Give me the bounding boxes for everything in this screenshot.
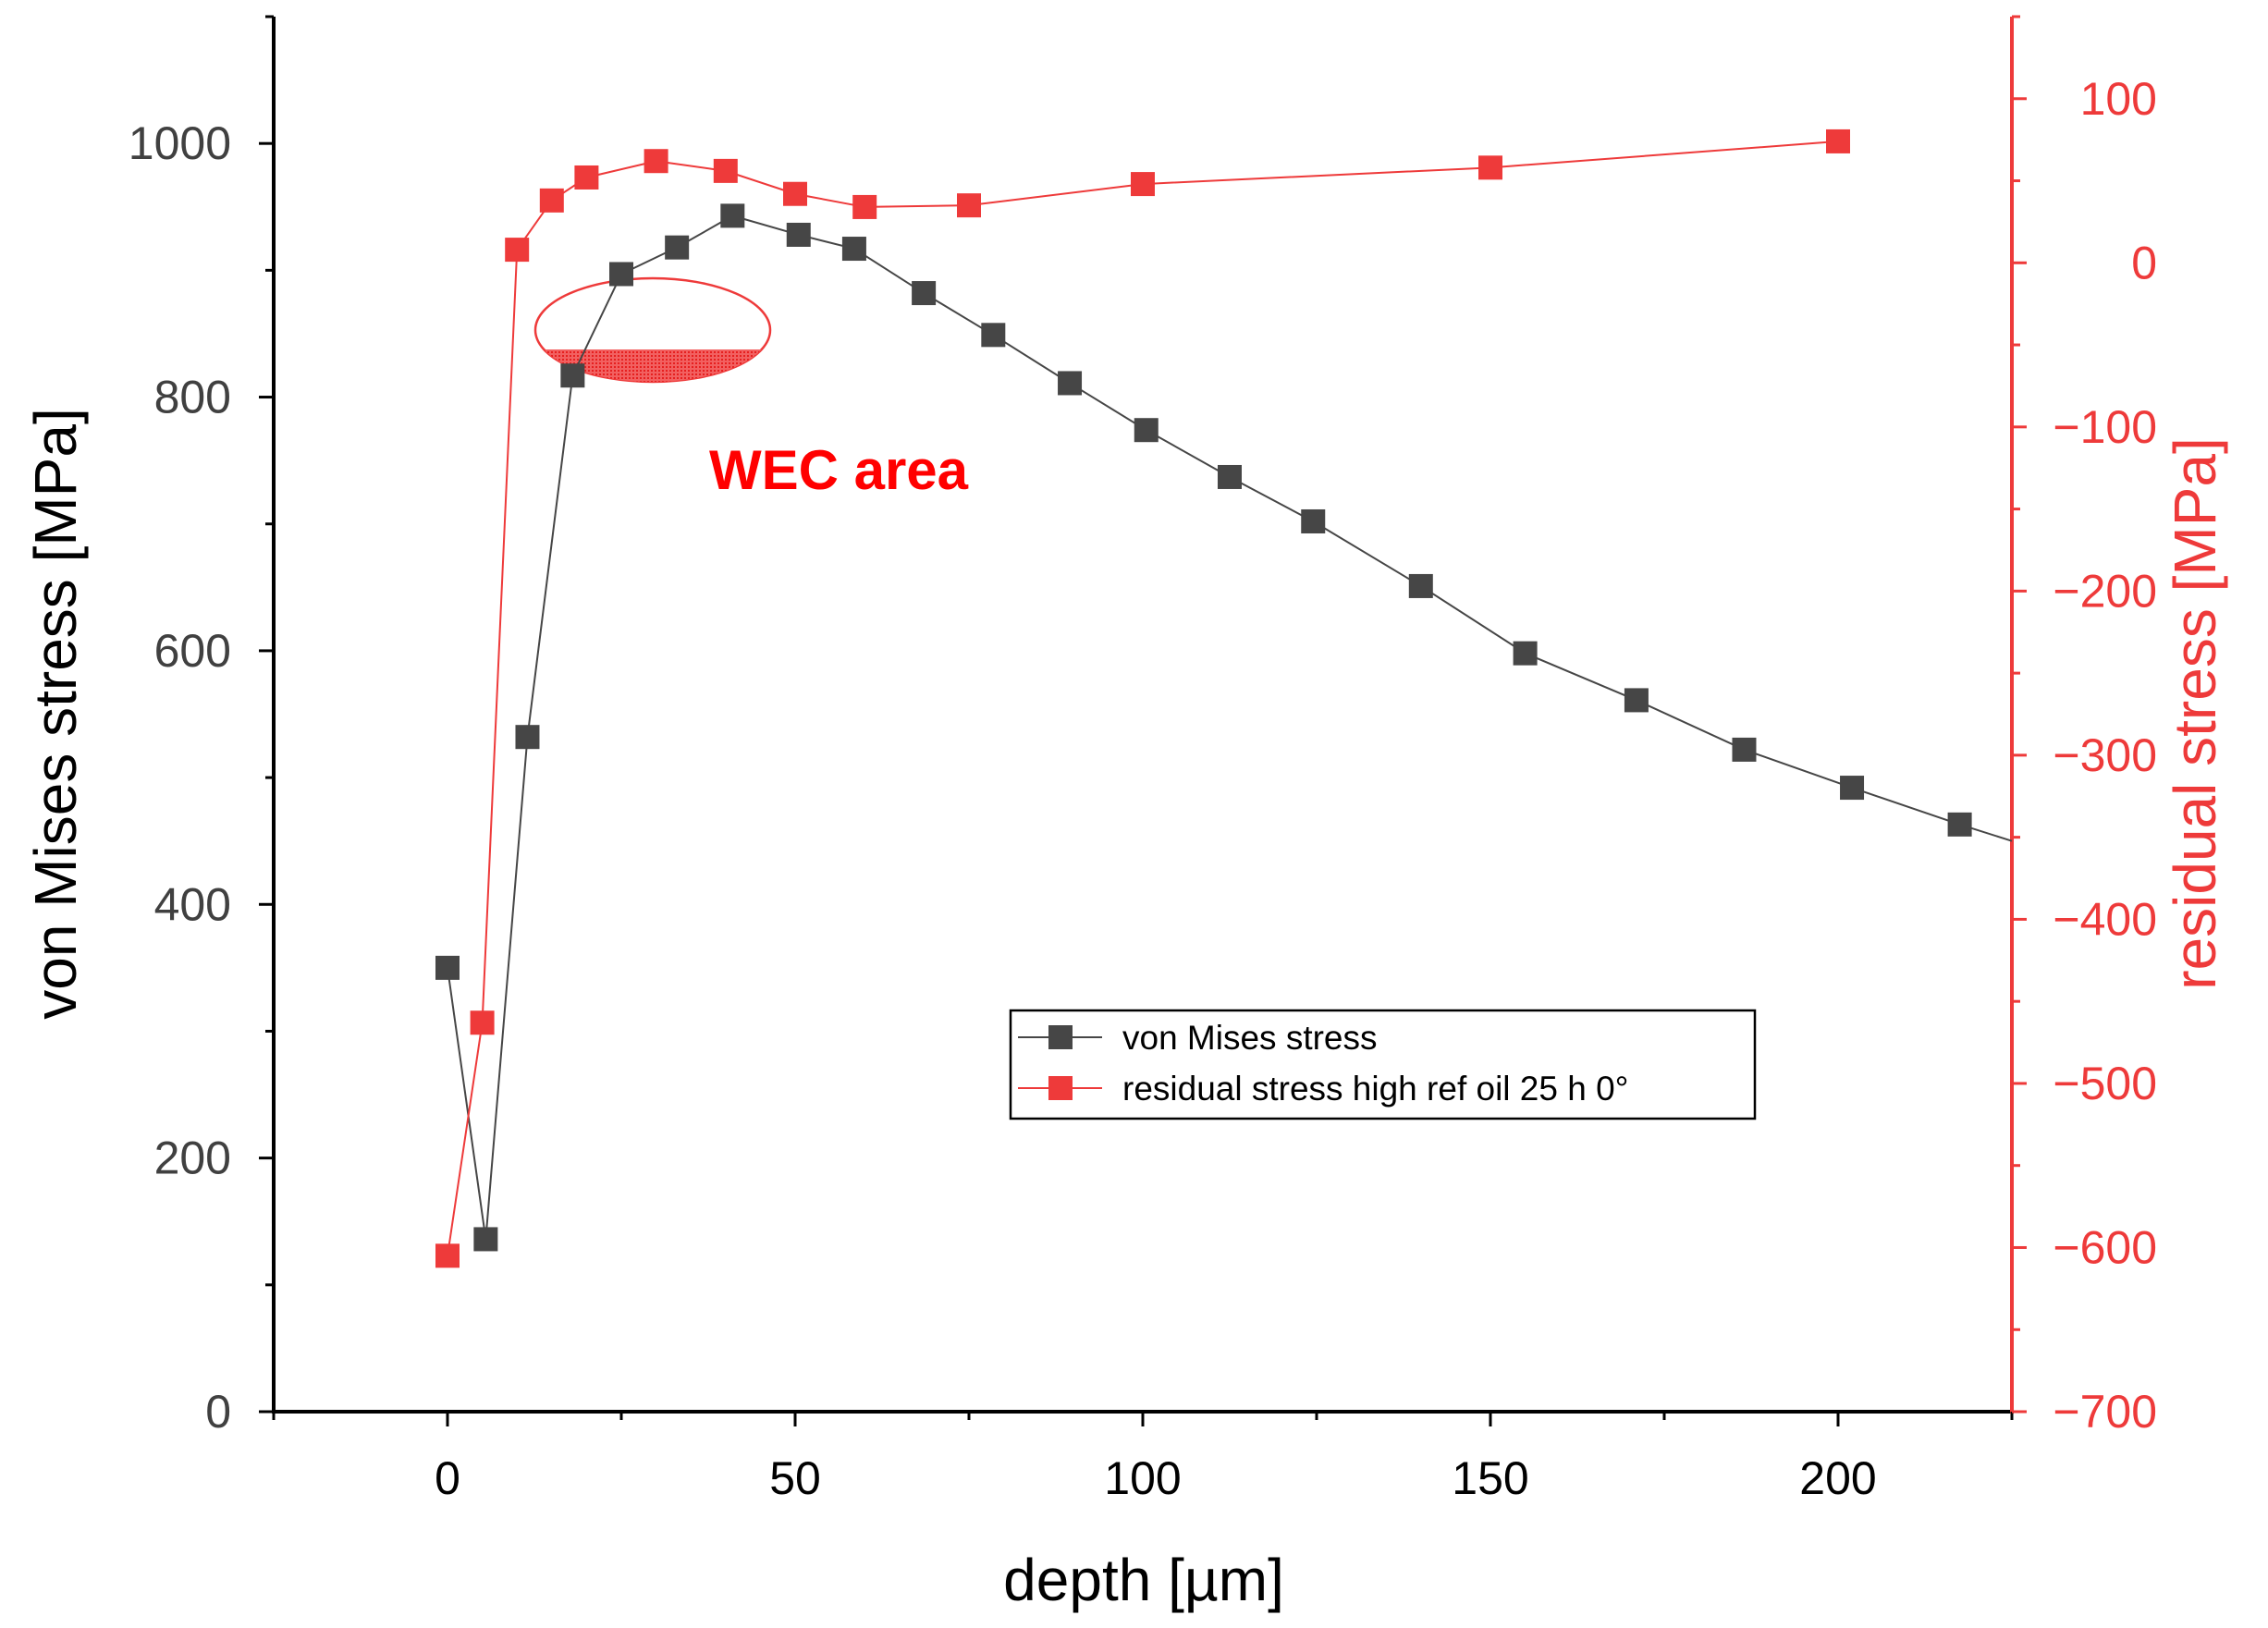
data-point bbox=[574, 165, 599, 190]
y-right-axis-title: residual stress [MPa] bbox=[2162, 437, 2228, 990]
data-point bbox=[515, 725, 540, 750]
data-point bbox=[783, 181, 807, 206]
legend-marker-von-mises bbox=[1048, 1025, 1073, 1049]
x-tick-label: 50 bbox=[769, 1452, 821, 1504]
series-layer bbox=[435, 129, 2013, 1268]
legend-marker-residual bbox=[1048, 1076, 1073, 1100]
data-point bbox=[470, 1010, 495, 1035]
x-tick-label: 0 bbox=[435, 1452, 460, 1504]
x-tick-label: 200 bbox=[1799, 1452, 1876, 1504]
y-left-axis-ticks: 0 200 400 600 800 1000 bbox=[129, 15, 274, 1438]
data-point bbox=[1947, 812, 1972, 837]
data-point bbox=[609, 262, 633, 287]
data-point bbox=[981, 323, 1006, 348]
legend-label-von-mises: von Mises stress bbox=[1122, 1019, 1378, 1057]
x-tick-label: 150 bbox=[1452, 1452, 1528, 1504]
data-point bbox=[1732, 737, 1757, 762]
legend-entry-residual: residual stress high ref oil 25 h 0° bbox=[1018, 1070, 1628, 1108]
y-right-tick-label: −100 bbox=[2053, 401, 2157, 453]
data-point bbox=[912, 281, 937, 306]
y-left-tick-label: 200 bbox=[154, 1132, 231, 1184]
x-tick-label: 100 bbox=[1104, 1452, 1181, 1504]
wec-ellipse bbox=[533, 276, 772, 384]
data-point bbox=[1513, 641, 1538, 666]
y-left-tick-label: 0 bbox=[205, 1386, 231, 1438]
y-right-tick-label: −300 bbox=[2053, 729, 2157, 781]
data-point bbox=[957, 193, 981, 218]
data-point bbox=[1478, 155, 1502, 180]
y-left-tick-label: 800 bbox=[154, 372, 231, 423]
data-point bbox=[852, 194, 877, 219]
data-point bbox=[1301, 508, 1326, 533]
data-point bbox=[473, 1227, 498, 1252]
data-point bbox=[665, 235, 690, 260]
data-point bbox=[720, 203, 745, 228]
y-right-tick-label: 100 bbox=[2080, 73, 2157, 125]
data-point bbox=[1058, 371, 1083, 396]
data-point bbox=[435, 1243, 460, 1268]
data-point bbox=[841, 237, 866, 262]
data-point bbox=[1134, 418, 1159, 443]
y-right-tick-label: −500 bbox=[2053, 1058, 2157, 1109]
x-axis-ticks: 0 50 100 150 200 bbox=[272, 1412, 2014, 1504]
y-left-tick-label: 400 bbox=[154, 878, 231, 930]
y-left-tick-label: 1000 bbox=[129, 117, 231, 169]
data-point bbox=[539, 188, 564, 213]
data-point bbox=[713, 158, 738, 183]
legend: von Mises stress residual stress high re… bbox=[1009, 1009, 1757, 1120]
data-point bbox=[560, 363, 585, 388]
y-right-axis-ticks: −700 −600 −500 −400 −300 −200 −100 0 100 bbox=[2012, 15, 2157, 1438]
data-point bbox=[1624, 688, 1649, 713]
data-point bbox=[1840, 776, 1865, 801]
series-line-0 bbox=[447, 214, 2013, 1240]
data-point bbox=[1218, 464, 1242, 489]
data-point bbox=[505, 238, 530, 263]
wec-area-label: WEC area bbox=[709, 439, 969, 501]
y-left-tick-label: 600 bbox=[154, 625, 231, 677]
y-right-tick-label: −400 bbox=[2053, 893, 2157, 945]
y-right-tick-label: −600 bbox=[2053, 1221, 2157, 1273]
x-axis-title: depth [µm] bbox=[1003, 1547, 1284, 1613]
y-left-axis-title: von Mises stress [MPa] bbox=[22, 408, 89, 1020]
data-point bbox=[1408, 573, 1433, 598]
data-point bbox=[1131, 172, 1155, 197]
y-right-tick-label: −700 bbox=[2053, 1386, 2157, 1438]
data-point bbox=[435, 955, 460, 980]
y-right-tick-label: −200 bbox=[2053, 565, 2157, 617]
y-right-tick-label: 0 bbox=[2131, 237, 2157, 288]
legend-box bbox=[1009, 1009, 1757, 1120]
data-point bbox=[1826, 129, 1850, 153]
legend-entry-von-mises: von Mises stress bbox=[1018, 1019, 1378, 1057]
data-point bbox=[786, 222, 811, 247]
data-point bbox=[644, 149, 668, 174]
legend-label-residual: residual stress high ref oil 25 h 0° bbox=[1122, 1070, 1628, 1108]
